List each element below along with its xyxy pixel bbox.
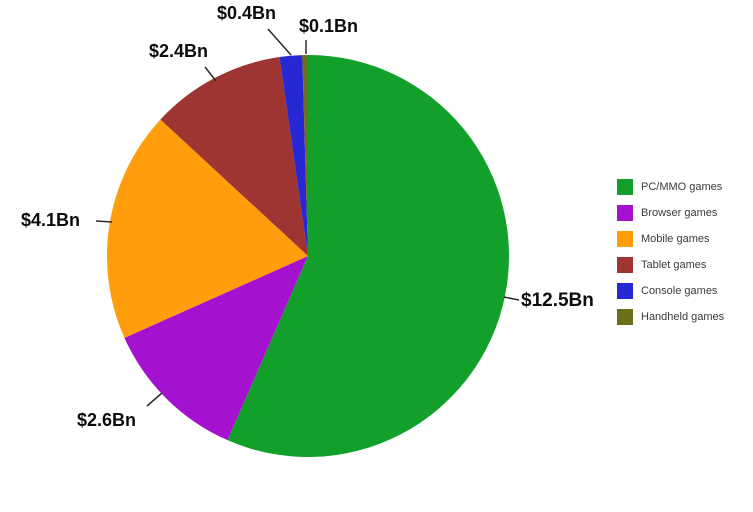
legend: PC/MMO games Browser games Mobile games Tab… xyxy=(617,179,724,335)
legend-item-mobile-games: Mobile games xyxy=(617,231,724,247)
leader-lines xyxy=(95,28,520,407)
legend-swatch xyxy=(617,205,633,221)
legend-swatch xyxy=(617,257,633,273)
legend-item-pc-mmo-games: PC/MMO games xyxy=(617,179,724,195)
pie-slice-console-games xyxy=(279,55,308,256)
pie-slices xyxy=(107,54,510,457)
slice-label-mobile: $4.1Bn xyxy=(21,210,81,230)
legend-swatch xyxy=(617,309,633,325)
legend-label: Tablet games xyxy=(641,259,707,271)
leader-line-tablet xyxy=(204,66,217,82)
legend-item-console-games: Console games xyxy=(617,283,724,299)
legend-item-browser-games: Browser games xyxy=(617,205,724,221)
slice-label-tablet: $2.4Bn xyxy=(149,41,209,61)
legend-swatch xyxy=(617,231,633,247)
legend-label: Console games xyxy=(641,285,718,297)
legend-label: PC/MMO games xyxy=(641,181,723,193)
legend-swatch xyxy=(617,179,633,195)
legend-swatch xyxy=(617,283,633,299)
slice-label-console: $0.4Bn xyxy=(217,3,277,23)
pie-slice-tablet-games xyxy=(160,57,308,256)
slice-label-handheld: $0.1Bn xyxy=(299,16,359,36)
pie-slice-pc-mmo-games xyxy=(227,54,510,457)
legend-item-handheld-games: Handheld games xyxy=(617,309,724,325)
leader-line-mobile xyxy=(95,220,113,223)
leader-line-browser xyxy=(146,392,163,407)
legend-item-tablet-games: Tablet games xyxy=(617,257,724,273)
pie-slice-mobile-games xyxy=(107,119,308,338)
leader-line-pcmmo xyxy=(503,296,520,301)
legend-label: Handheld games xyxy=(641,311,725,323)
slice-label-browser: $2.6Bn xyxy=(77,410,137,430)
pie-slice-browser-games xyxy=(124,256,308,441)
legend-label: Mobile games xyxy=(641,233,710,245)
leader-line-console xyxy=(267,28,292,56)
pie-slice-handheld-games xyxy=(302,55,308,256)
slice-label-pcmmo: $12.5Bn xyxy=(521,290,594,311)
legend-label: Browser games xyxy=(641,207,718,219)
